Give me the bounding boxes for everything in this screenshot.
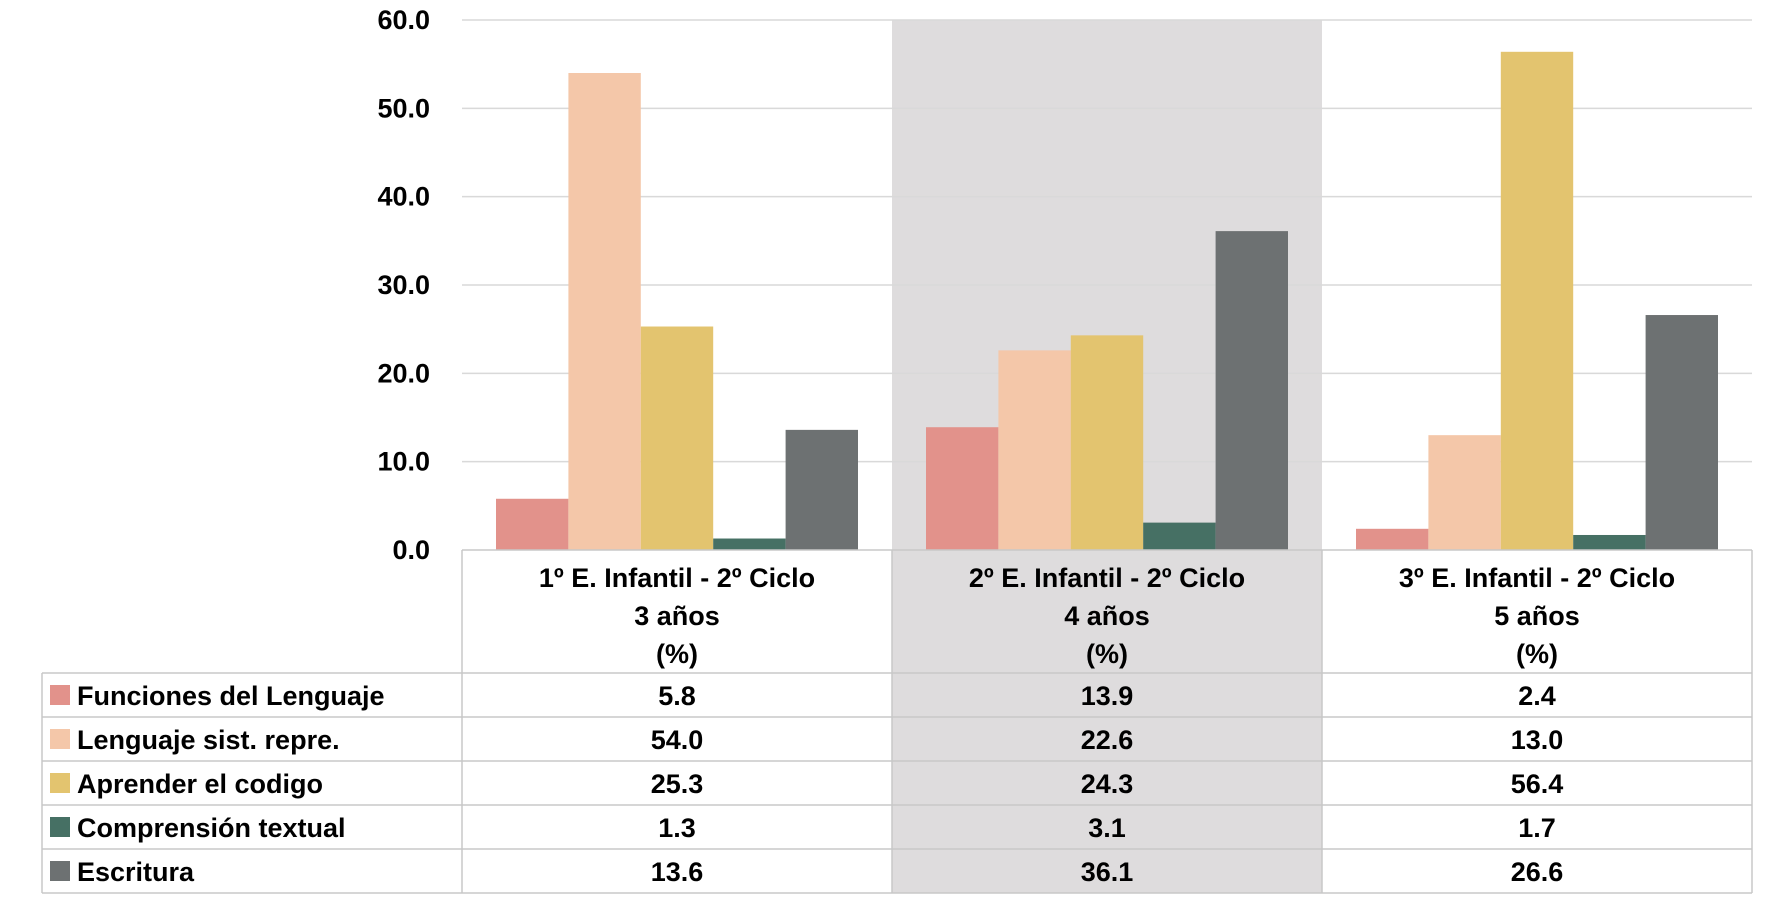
- data-value-label: 22.6: [1081, 725, 1134, 755]
- y-tick-label: 50.0: [377, 93, 430, 123]
- category-label: 3 años: [634, 601, 720, 631]
- category-label: (%): [1086, 639, 1128, 669]
- y-tick-label: 60.0: [377, 5, 430, 35]
- bar: [713, 538, 786, 550]
- y-axis: 0.0 10.0 20.0 30.0 40.0 50.0 60.0: [377, 5, 430, 565]
- legend-swatch: [50, 861, 70, 881]
- bar: [1573, 534, 1646, 550]
- category-label: 4 años: [1064, 601, 1150, 631]
- category-label: 5 años: [1494, 601, 1580, 631]
- data-value-label: 2.4: [1518, 681, 1556, 711]
- bar: [1428, 435, 1501, 550]
- legend-swatch: [50, 773, 70, 793]
- data-value-label: 54.0: [651, 725, 704, 755]
- bars: [496, 51, 1718, 551]
- legend-label: Lenguaje sist. repre.: [77, 725, 340, 755]
- bar: [1356, 528, 1429, 550]
- data-value-label: 36.1: [1081, 857, 1134, 887]
- data-table: 1º E. Infantil - 2º Ciclo 3 años (%) 2º E. …: [41, 549, 1753, 894]
- bar: [785, 429, 858, 550]
- legend-label: Aprender el codigo: [77, 769, 323, 799]
- bar: [496, 498, 569, 550]
- bar: [1070, 335, 1144, 550]
- legend-label: Comprensión textual: [77, 813, 346, 843]
- bar: [998, 350, 1071, 550]
- legend-label: Escritura: [77, 857, 195, 887]
- bar: [640, 326, 714, 550]
- data-value-label: 1.7: [1518, 813, 1556, 843]
- category-label: (%): [1516, 639, 1558, 669]
- y-tick-label: 10.0: [377, 447, 430, 477]
- legend-swatch: [50, 685, 70, 705]
- data-value-label: 56.4: [1511, 769, 1564, 799]
- data-value-label: 1.3: [658, 813, 696, 843]
- bar: [1143, 522, 1216, 550]
- bar: [568, 73, 641, 550]
- y-tick-label: 0.0: [392, 535, 430, 565]
- bar: [926, 427, 999, 550]
- bar: [1645, 315, 1718, 550]
- data-value-label: 25.3: [651, 769, 704, 799]
- category-label: (%): [656, 639, 698, 669]
- y-tick-label: 40.0: [377, 182, 430, 212]
- data-value-label: 13.6: [651, 857, 704, 887]
- bar: [1500, 51, 1574, 551]
- data-value-label: 24.3: [1081, 769, 1134, 799]
- data-value-label: 5.8: [658, 681, 696, 711]
- legend-swatch: [50, 729, 70, 749]
- legend-label: Funciones del Lenguaje: [77, 681, 385, 711]
- y-tick-label: 30.0: [377, 270, 430, 300]
- y-tick-label: 20.0: [377, 358, 430, 388]
- category-label: 1º E. Infantil - 2º Ciclo: [539, 563, 815, 593]
- data-value-label: 3.1: [1088, 813, 1126, 843]
- data-value-label: 13.9: [1081, 681, 1134, 711]
- data-value-label: 13.0: [1511, 725, 1564, 755]
- data-value-label: 26.6: [1511, 857, 1564, 887]
- bar: [1215, 231, 1288, 550]
- legend-swatch: [50, 817, 70, 837]
- category-label: 3º E. Infantil - 2º Ciclo: [1399, 563, 1675, 593]
- category-label: 2º E. Infantil - 2º Ciclo: [969, 563, 1245, 593]
